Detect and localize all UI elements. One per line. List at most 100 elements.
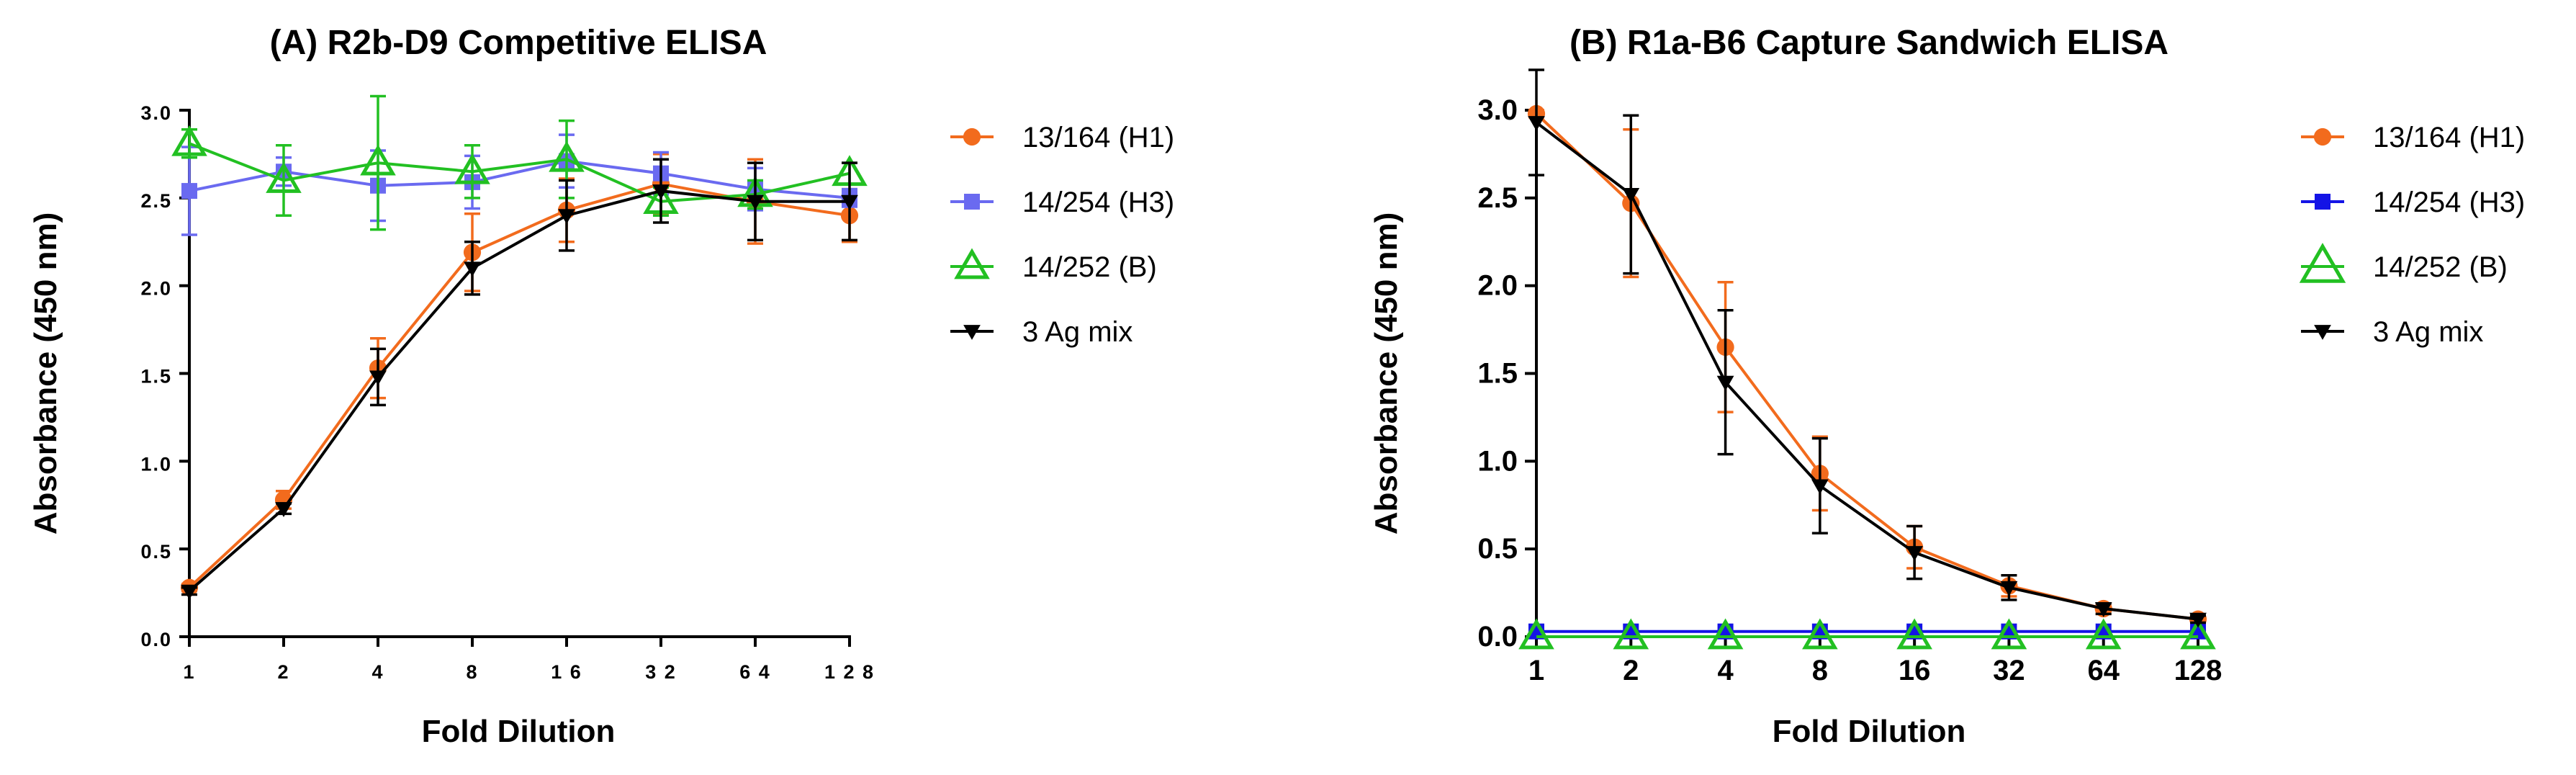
legend-marker [2315, 194, 2330, 210]
y-tick-label: 0.5 [140, 541, 172, 563]
series-line [189, 159, 850, 200]
legend-item: 14/254 (H3) [2301, 187, 2525, 218]
data-point [275, 502, 292, 518]
data-point [1906, 546, 1924, 561]
x-tick-label: 1 [183, 661, 195, 683]
legend-marker [2299, 243, 2346, 283]
legend-label: 13/164 (H1) [1022, 122, 1174, 153]
data-point [652, 184, 670, 200]
data-point [360, 144, 396, 176]
chart-title: (A) R2b-D9 Competitive ELISA [270, 24, 767, 62]
y-tick-label: 0.5 [1477, 533, 1518, 565]
y-tick-label: 1.5 [1477, 358, 1518, 390]
x-tick-label: 128 [2174, 655, 2223, 686]
series-3-ag-mix [1528, 68, 2207, 628]
series-line [1535, 121, 2199, 621]
legend-marker [963, 325, 981, 340]
legend-item: 13/164 (H1) [950, 122, 1174, 153]
y-tick-label: 1.0 [140, 453, 172, 475]
data-point [1896, 618, 1932, 650]
chart-b: (B) R1a-B6 Capture Sandwich ELISA 0.0 0.5 1… [1369, 24, 2525, 749]
y-tick-label: 0.0 [140, 629, 172, 650]
x-tick-label: 8 [466, 661, 478, 683]
data-point [2094, 602, 2112, 617]
data-point [464, 261, 481, 277]
data-point [2085, 618, 2122, 650]
data-point [2000, 581, 2018, 596]
x-tick-label: 64 [2087, 655, 2120, 686]
data-point [2189, 612, 2207, 628]
data-point [549, 140, 585, 172]
data-point [1811, 479, 1829, 495]
data-point [454, 153, 490, 184]
legend-marker [2314, 325, 2331, 340]
legend-label: 3 Ag mix [1022, 316, 1132, 348]
series-13-164-h1- [180, 153, 859, 596]
x-tick-label: 16 [1899, 655, 1931, 686]
y-tick-label: 2.0 [1477, 270, 1518, 302]
legend-marker [963, 127, 981, 146]
data-point [558, 209, 575, 225]
legend-item: 14/252 (B) [950, 248, 1157, 283]
x-tick-label: 1 6 [551, 661, 582, 683]
y-tick-label: 3.0 [140, 102, 172, 124]
data-point [1613, 618, 1649, 650]
x-tick-label: 1 [1528, 655, 1544, 686]
x-axis-label: Fold Dilution [422, 714, 616, 749]
data-point [841, 194, 858, 210]
data-point [181, 183, 197, 200]
x-tick-label: 1 2 8 [824, 661, 875, 683]
legend-item: 3 Ag mix [950, 316, 1132, 348]
data-point [1528, 116, 1545, 131]
chart-a: (A) R2b-D9 Competitive ELISA 0.0 0.5 1.0 1.5… [28, 24, 1174, 749]
y-tick-label: 1.5 [140, 366, 172, 388]
data-point [266, 162, 302, 193]
data-point [1518, 618, 1554, 650]
data-point [1622, 188, 1640, 203]
legend-label: 13/164 (H1) [2373, 122, 2525, 153]
y-tick-label: 0.0 [1477, 621, 1518, 653]
y-tick-label: 3.0 [1477, 94, 1518, 126]
series-line [188, 189, 850, 593]
series-3-ag-mix [181, 158, 858, 600]
y-tick-label: 2.5 [1477, 182, 1518, 214]
data-point [1802, 618, 1838, 650]
y-tick-label: 2.0 [140, 278, 172, 300]
data-point [2180, 618, 2216, 650]
legend-marker [964, 194, 980, 210]
series-14-252-b- [1518, 618, 2216, 650]
y-axis-label: Absorbance (450 nm) [28, 212, 63, 534]
legend-marker [954, 248, 990, 279]
legend-marker [2313, 127, 2332, 146]
data-point [181, 584, 198, 600]
x-tick-label: 3 2 [645, 661, 677, 683]
x-tick-label: 4 [1717, 655, 1734, 686]
y-tick-label: 2.5 [140, 190, 172, 212]
x-tick-label: 32 [1993, 655, 2025, 686]
y-tick-label: 1.0 [1477, 445, 1518, 477]
x-tick-label: 2 [1623, 655, 1639, 686]
y-axis-label: Absorbance (450 nm) [1369, 212, 1404, 534]
legend-item: 14/252 (B) [2299, 243, 2508, 283]
legend-item: 3 Ag mix [2301, 316, 2483, 348]
data-point [1707, 618, 1744, 650]
legend-label: 14/254 (H3) [1022, 187, 1174, 218]
legend-item: 14/254 (H3) [950, 187, 1174, 218]
legend-label: 14/254 (H3) [2373, 187, 2525, 218]
data-point [1991, 618, 2027, 650]
legend-label: 3 Ag mix [2373, 316, 2483, 348]
data-point [369, 370, 387, 386]
legend-label: 14/252 (B) [1022, 251, 1157, 283]
x-tick-label: 8 [1812, 655, 1828, 686]
series-13-164-h1- [1527, 104, 2207, 628]
legend-label: 14/252 (B) [2373, 251, 2508, 283]
x-axis-label: Fold Dilution [1773, 714, 1966, 749]
legend-item: 13/164 (H1) [2301, 122, 2525, 153]
chart-title: (B) R1a-B6 Capture Sandwich ELISA [1570, 24, 2169, 62]
x-tick-label: 4 [371, 661, 384, 683]
x-tick-label: 6 4 [739, 661, 771, 683]
x-tick-label: 2 [277, 661, 289, 683]
data-point [171, 125, 207, 156]
data-point [1716, 375, 1734, 391]
